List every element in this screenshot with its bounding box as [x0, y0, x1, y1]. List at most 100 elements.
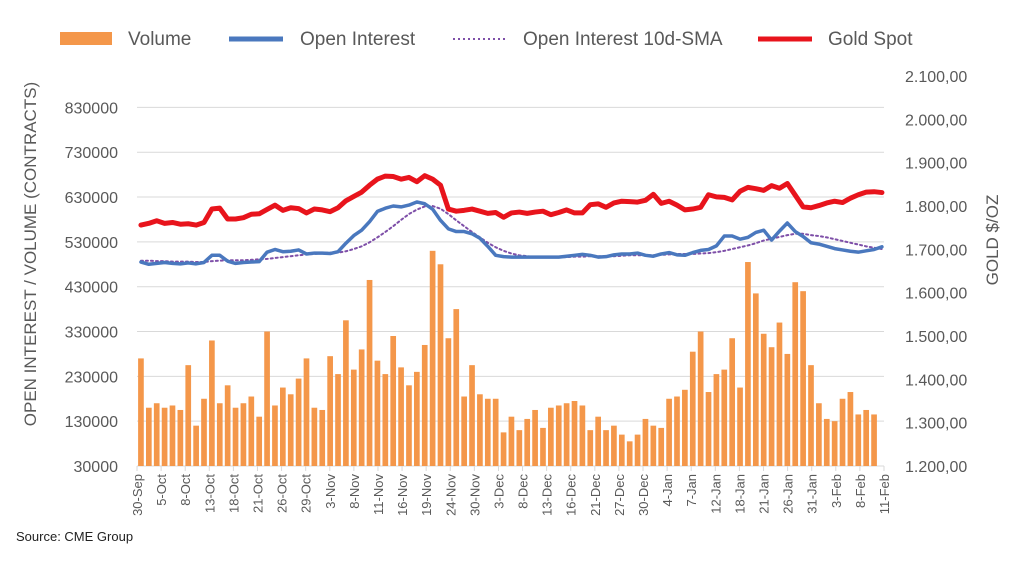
- volume-bar: [461, 396, 467, 466]
- volume-bar: [634, 434, 641, 466]
- x-tick-label: 30-Dec: [636, 474, 651, 516]
- y-tick-label: 230000: [65, 369, 118, 386]
- volume-bar: [343, 320, 349, 466]
- x-tick-label: 8-Oct: [178, 474, 193, 506]
- volume-bar: [406, 385, 412, 466]
- volume-bar: [185, 365, 192, 466]
- y-tick-label: 130000: [65, 414, 118, 431]
- volume-bar: [792, 282, 799, 466]
- volume-bar: [319, 409, 326, 466]
- volume-bar: [272, 405, 278, 466]
- volume-bar: [280, 387, 286, 466]
- volume-bar: [871, 414, 877, 466]
- x-tick-label: 18-Jan: [732, 474, 747, 514]
- y-tick-label: 330000: [65, 325, 118, 342]
- x-tick-label: 24-Nov: [443, 474, 458, 516]
- volume-bar: [745, 262, 751, 466]
- volume-bar: [721, 369, 728, 466]
- volume-bar: [760, 333, 767, 466]
- volume-bar: [666, 398, 672, 466]
- volume-bar: [524, 418, 531, 466]
- x-tick-label: 21-Dec: [588, 474, 603, 516]
- y-tick-label: 630000: [65, 190, 118, 207]
- volume-bar: [193, 425, 199, 466]
- x-tick-label: 16-Nov: [395, 474, 410, 516]
- x-axis: 30-Sep 5-Oct 8-Oct 13-Oct 18-Oct 21-Oct 26-Oct…: [130, 466, 892, 516]
- volume-bar: [256, 416, 263, 466]
- x-tick-label: 8-Dec: [516, 474, 531, 509]
- volume-bar: [374, 360, 381, 466]
- volume-bar: [138, 358, 144, 466]
- volume-bar: [248, 396, 255, 466]
- volume-bar: [729, 338, 736, 466]
- x-tick-label: 21-Jan: [757, 474, 772, 514]
- legend-label-sma: Open Interest 10d-SMA: [523, 29, 723, 50]
- volume-bar: [177, 409, 184, 466]
- volume-bar: [366, 279, 373, 466]
- y2-tick-label: 2.100,00: [905, 69, 967, 86]
- volume-bar: [209, 340, 215, 466]
- volume-bar: [484, 398, 491, 466]
- x-tick-label: 31-Jan: [805, 474, 820, 514]
- volume-bar: [658, 427, 665, 466]
- volume-bar: [863, 409, 870, 466]
- y-axis-right: 1.200,00 1.300,00 1.400,00 1.500,00 1.600,00…: [905, 69, 967, 476]
- y2-tick-label: 1.600,00: [905, 286, 967, 303]
- volume-bar: [674, 396, 680, 466]
- volume-bar: [224, 385, 231, 466]
- volume-bar: [287, 394, 294, 466]
- x-tick-label: 8-Feb: [853, 474, 868, 508]
- volume-bar: [737, 387, 743, 466]
- gold-spot-line: [138, 173, 885, 228]
- volume-bar: [768, 347, 775, 466]
- volume-bar: [240, 403, 247, 466]
- volume-bar: [831, 421, 838, 466]
- volume-bar: [682, 389, 688, 466]
- volume-bar: [232, 407, 239, 466]
- y2-tick-label: 1.800,00: [905, 199, 967, 216]
- volume-bar: [611, 425, 617, 466]
- volume-bar: [382, 374, 389, 466]
- y2-axis-label: GOLD $/OZ: [983, 195, 1002, 286]
- x-tick-label: 30-Sep: [130, 474, 145, 516]
- y-tick-label: 30000: [74, 459, 119, 476]
- y2-tick-label: 1.700,00: [905, 242, 967, 259]
- volume-bar: [579, 405, 586, 466]
- volume-bar: [555, 405, 562, 466]
- x-tick-label: 5-Oct: [154, 474, 169, 506]
- y2-tick-label: 1.900,00: [905, 156, 967, 173]
- volume-bar: [532, 409, 538, 466]
- volume-bar: [429, 250, 436, 466]
- volume-bar: [618, 434, 625, 466]
- source-note: Source: CME Group: [16, 529, 134, 544]
- volume-bar: [145, 407, 152, 466]
- volume-bar: [201, 398, 207, 466]
- volume-bar: [784, 353, 791, 466]
- x-tick-label: 3-Dec: [491, 474, 506, 509]
- volume-bar: [776, 322, 783, 466]
- volume-bar: [264, 331, 270, 466]
- x-tick-label: 26-Jan: [781, 474, 796, 514]
- volume-bar: [335, 374, 341, 466]
- x-tick-label: 3-Nov: [323, 474, 338, 509]
- volume-bar: [445, 338, 452, 466]
- x-tick-label: 21-Oct: [250, 474, 265, 513]
- x-tick-label: 30-Nov: [467, 474, 482, 516]
- volume-bar: [350, 369, 357, 466]
- volume-bar: [437, 264, 444, 466]
- y2-tick-label: 2.000,00: [905, 112, 967, 129]
- x-tick-label: 11-Nov: [371, 474, 386, 515]
- volume-bar: [453, 309, 460, 466]
- x-tick-label: 4-Jan: [660, 474, 675, 507]
- volume-bar: [752, 293, 759, 466]
- y-tick-label: 530000: [65, 235, 118, 252]
- x-tick-label: 8-Nov: [347, 474, 362, 509]
- x-tick-label: 29-Oct: [299, 474, 314, 513]
- x-tick-label: 18-Oct: [226, 474, 241, 513]
- y-axis-left: 30000 130000 230000 330000 430000 530000 63000…: [65, 100, 118, 476]
- volume-bar: [563, 403, 570, 466]
- volume-bar: [847, 392, 854, 466]
- x-tick-label: 27-Dec: [612, 474, 627, 516]
- volume-bar: [808, 365, 814, 466]
